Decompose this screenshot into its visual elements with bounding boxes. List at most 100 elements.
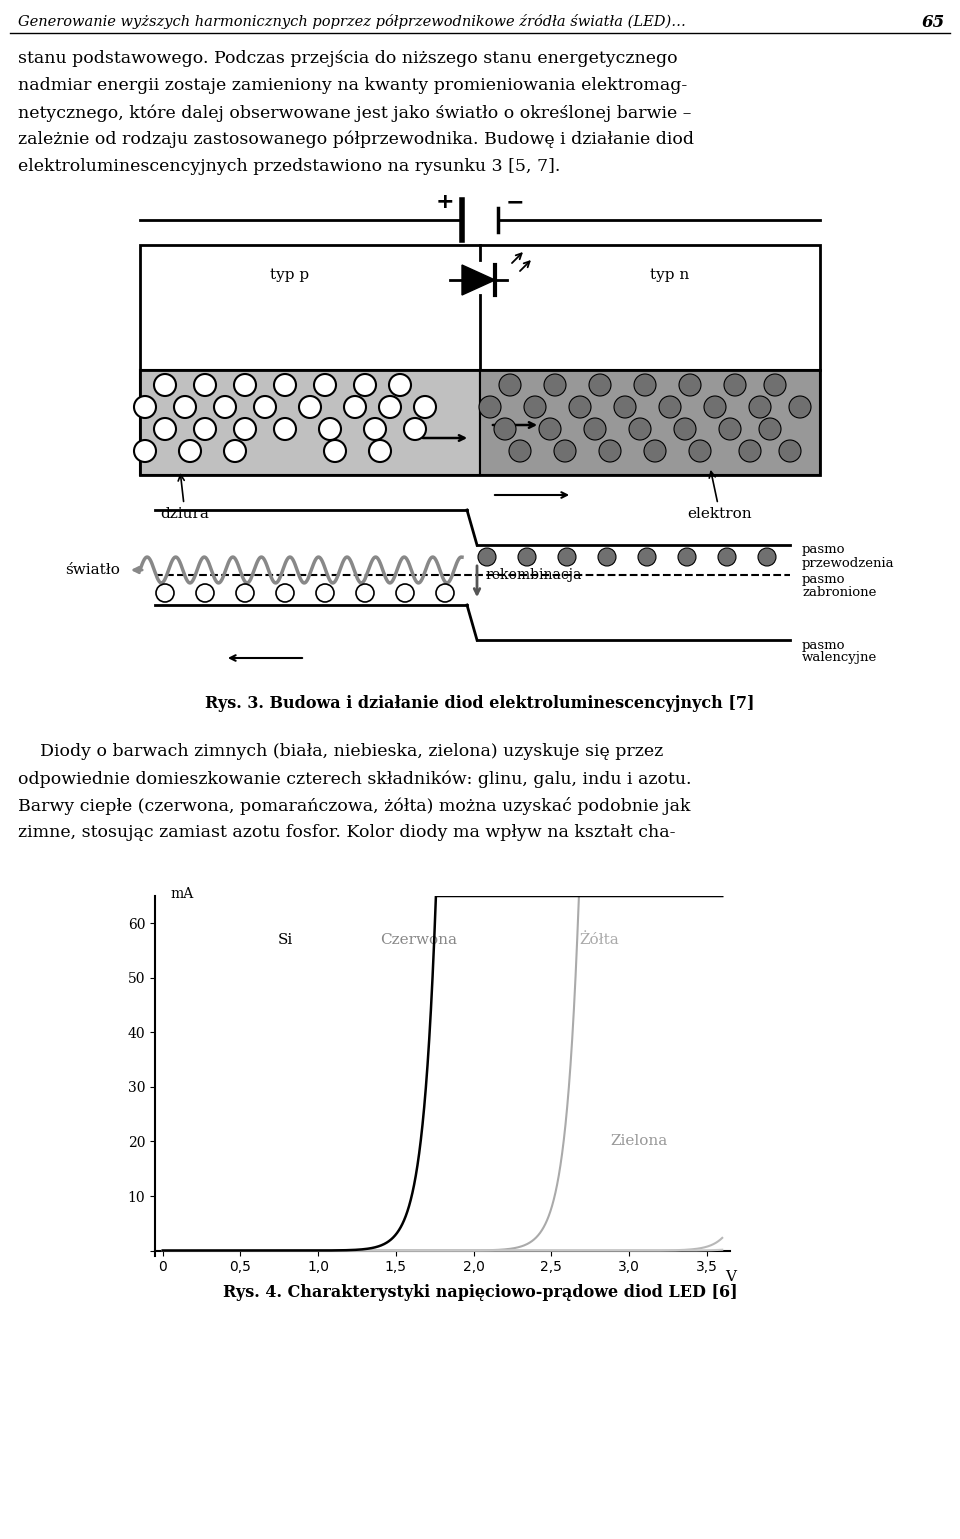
- Circle shape: [234, 374, 256, 396]
- Text: światło: światło: [65, 563, 120, 577]
- Circle shape: [724, 374, 746, 396]
- Circle shape: [396, 583, 414, 602]
- Circle shape: [274, 419, 296, 440]
- Circle shape: [316, 583, 334, 602]
- Circle shape: [344, 396, 366, 419]
- Circle shape: [789, 396, 811, 419]
- Polygon shape: [462, 265, 495, 295]
- Bar: [140, 245, 820, 369]
- Circle shape: [224, 440, 246, 462]
- Circle shape: [544, 374, 566, 396]
- Circle shape: [524, 396, 546, 419]
- Text: 65: 65: [922, 14, 945, 31]
- Circle shape: [739, 440, 761, 462]
- Circle shape: [718, 548, 736, 566]
- Circle shape: [319, 419, 341, 440]
- Circle shape: [779, 440, 801, 462]
- Circle shape: [749, 396, 771, 419]
- Circle shape: [629, 419, 651, 440]
- Text: pasmo: pasmo: [802, 639, 846, 651]
- Text: elektron: elektron: [687, 471, 753, 522]
- Circle shape: [274, 374, 296, 396]
- Text: Barwy ciepłe (czerwona, pomarańczowa, żółta) można uzyskać podobnie jak: Barwy ciepłe (czerwona, pomarańczowa, żó…: [18, 797, 690, 816]
- Circle shape: [674, 419, 696, 440]
- Circle shape: [154, 419, 176, 440]
- Circle shape: [494, 419, 516, 440]
- Circle shape: [719, 419, 741, 440]
- Circle shape: [634, 374, 656, 396]
- Circle shape: [679, 374, 701, 396]
- Circle shape: [558, 548, 576, 566]
- Circle shape: [479, 396, 501, 419]
- Circle shape: [614, 396, 636, 419]
- Circle shape: [196, 583, 214, 602]
- Text: mA: mA: [171, 888, 194, 902]
- Text: Żółta: Żółta: [579, 933, 619, 946]
- Text: +: +: [436, 192, 454, 212]
- Text: −: −: [506, 192, 524, 212]
- Text: netycznego, które dalej obserwowane jest jako światło o określonej barwie –: netycznego, które dalej obserwowane jest…: [18, 105, 691, 122]
- Circle shape: [356, 583, 374, 602]
- Text: typ n: typ n: [650, 268, 689, 282]
- Bar: [480, 369, 820, 476]
- Bar: [140, 369, 820, 476]
- Circle shape: [644, 440, 666, 462]
- Circle shape: [436, 583, 454, 602]
- Circle shape: [759, 419, 781, 440]
- Circle shape: [354, 374, 376, 396]
- Circle shape: [659, 396, 681, 419]
- Text: elektroluminescencyjnych przedstawiono na rysunku 3 [5, 7].: elektroluminescencyjnych przedstawiono n…: [18, 159, 561, 175]
- Circle shape: [134, 396, 156, 419]
- Text: Si: Si: [277, 933, 293, 946]
- Text: Czerwona: Czerwona: [380, 933, 457, 946]
- Circle shape: [179, 440, 201, 462]
- Circle shape: [499, 374, 521, 396]
- Circle shape: [518, 548, 536, 566]
- Text: Rys. 3. Budowa i działanie diod elektroluminescencyjnych [7]: Rys. 3. Budowa i działanie diod elektrol…: [205, 696, 755, 713]
- Text: zabronione: zabronione: [802, 586, 876, 600]
- Circle shape: [764, 374, 786, 396]
- Circle shape: [554, 440, 576, 462]
- Circle shape: [569, 396, 591, 419]
- Text: Zielona: Zielona: [611, 1134, 667, 1148]
- Circle shape: [689, 440, 711, 462]
- Circle shape: [389, 374, 411, 396]
- Text: pasmo: pasmo: [802, 574, 846, 586]
- Text: dziura: dziura: [160, 474, 209, 522]
- Circle shape: [369, 440, 391, 462]
- Bar: [140, 369, 480, 476]
- Circle shape: [638, 548, 656, 566]
- Text: stanu podstawowego. Podczas przejścia do niższego stanu energetycznego: stanu podstawowego. Podczas przejścia do…: [18, 49, 678, 68]
- Circle shape: [758, 548, 776, 566]
- Circle shape: [214, 396, 236, 419]
- Circle shape: [254, 396, 276, 419]
- Text: odpowiednie domieszkowanie czterech składników: glinu, galu, indu i azotu.: odpowiednie domieszkowanie czterech skła…: [18, 770, 691, 788]
- Circle shape: [276, 583, 294, 602]
- Circle shape: [509, 440, 531, 462]
- Circle shape: [174, 396, 196, 419]
- Circle shape: [194, 374, 216, 396]
- Circle shape: [589, 374, 611, 396]
- Circle shape: [379, 396, 401, 419]
- Circle shape: [414, 396, 436, 419]
- Circle shape: [234, 419, 256, 440]
- Circle shape: [678, 548, 696, 566]
- Circle shape: [324, 440, 346, 462]
- Circle shape: [539, 419, 561, 440]
- Circle shape: [404, 419, 426, 440]
- Text: Generowanie wyższych harmonicznych poprzez półprzewodnikowe źródła światła (LED): Generowanie wyższych harmonicznych poprz…: [18, 14, 685, 29]
- Text: zależnie od rodzaju zastosowanego półprzewodnika. Budowę i działanie diod: zależnie od rodzaju zastosowanego półprz…: [18, 131, 694, 148]
- Text: walencyjne: walencyjne: [802, 651, 877, 665]
- Text: Diody o barwach zimnych (biała, niebieska, zielona) uzyskuje się przez: Diody o barwach zimnych (biała, niebiesk…: [18, 743, 663, 760]
- Circle shape: [478, 548, 496, 566]
- Circle shape: [156, 583, 174, 602]
- Circle shape: [134, 440, 156, 462]
- Circle shape: [598, 548, 616, 566]
- Circle shape: [314, 374, 336, 396]
- Text: typ p: typ p: [271, 268, 309, 282]
- Circle shape: [364, 419, 386, 440]
- Circle shape: [236, 583, 254, 602]
- Circle shape: [704, 396, 726, 419]
- Text: Rys. 4. Charakterystyki napięciowo-prądowe diod LED [6]: Rys. 4. Charakterystyki napięciowo-prądo…: [223, 1284, 737, 1300]
- Text: przewodzenia: przewodzenia: [802, 557, 895, 569]
